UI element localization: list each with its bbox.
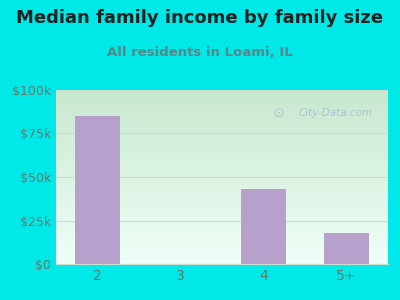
Text: Median family income by family size: Median family income by family size [16,9,384,27]
Text: ⊙: ⊙ [273,106,284,120]
Bar [75,116,120,264]
Bar [241,189,286,264]
Text: City-Data.com: City-Data.com [298,108,372,118]
Text: All residents in Loami, IL: All residents in Loami, IL [107,46,293,59]
Bar [324,233,369,264]
